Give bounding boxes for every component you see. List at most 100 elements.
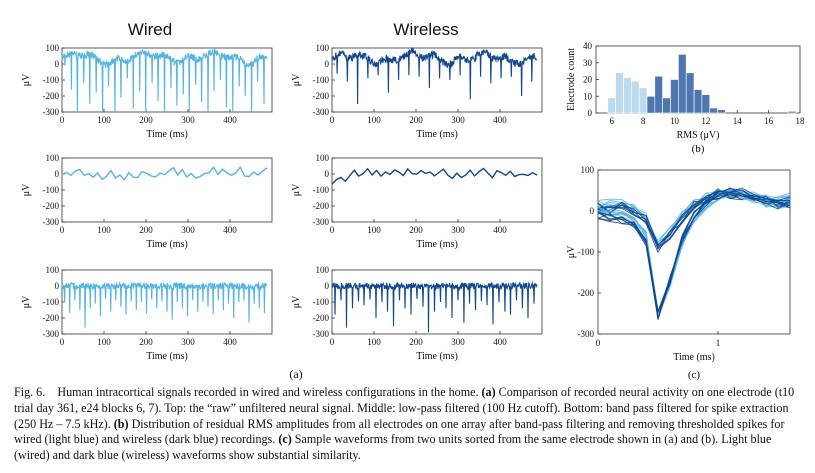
y-tick-label: 100	[581, 165, 595, 175]
x-axis-label: RMS (μV)	[677, 130, 720, 141]
y-tick-label: -200	[578, 288, 595, 298]
x-tick-label: 200	[409, 115, 423, 125]
panel-label-a: (a)	[289, 367, 302, 381]
y-tick-label: 100	[46, 153, 60, 163]
x-tick-label: 100	[97, 115, 111, 125]
caption-intro: Human intracortical signals recorded in …	[57, 385, 479, 399]
x-tick-label: 300	[181, 115, 195, 125]
y-tick-label: 30	[583, 58, 593, 68]
caption-fig-label: Fig. 6.	[14, 385, 46, 399]
x-tick-label: 200	[139, 337, 153, 347]
y-axis-label: Electrode count	[566, 48, 577, 111]
x-tick-label: 0	[60, 225, 65, 235]
y-tick-label: 20	[583, 75, 593, 85]
x-tick-label: 400	[493, 225, 507, 235]
y-tick-label: 40	[583, 41, 593, 51]
y-tick-label: -300	[313, 329, 330, 339]
caption-c-text: Sample waveforms from two units sorted f…	[14, 432, 772, 463]
histogram-bar-wired	[630, 80, 640, 114]
y-tick-label: 0	[55, 281, 60, 291]
figure-caption: Fig. 6. Human intracortical signals reco…	[14, 385, 804, 464]
x-tick-label: 100	[97, 337, 111, 347]
y-tick-label: -300	[43, 107, 60, 117]
histogram-bar-wired	[623, 77, 632, 114]
histogram-bar-wired	[607, 97, 616, 114]
waveform-wireless	[597, 187, 791, 313]
histogram-bar-wireless	[678, 54, 687, 114]
trace-wired	[61, 281, 268, 328]
y-axis-label: μV	[291, 295, 302, 308]
y-tick-label: -100	[313, 185, 330, 195]
caption-a-text: Comparison of recorded neural activity o…	[14, 385, 795, 431]
trace-wireless	[331, 167, 538, 185]
histogram-bar-wireless	[662, 97, 671, 114]
axes-frame	[331, 157, 543, 223]
x-tick-label: 200	[139, 115, 153, 125]
histogram-bar-wired	[638, 87, 648, 114]
x-axis-label: Time (ms)	[416, 351, 458, 362]
wireless-header: Wireless	[393, 20, 458, 39]
x-tick-label: 400	[493, 115, 507, 125]
y-tick-label: -100	[43, 297, 60, 307]
y-tick-label: -200	[313, 201, 330, 211]
panel-label-b: (b)	[692, 143, 705, 155]
histogram-bar-wireless	[654, 75, 663, 114]
y-tick-label: 10	[583, 91, 593, 101]
waveform-wireless	[597, 189, 791, 319]
x-tick-label: 0	[60, 115, 65, 125]
caption-a-label: (a)	[481, 385, 496, 399]
x-tick-label: 0	[330, 337, 335, 347]
histogram-bar-wireless	[685, 72, 695, 114]
x-axis-label: Time (ms)	[146, 351, 188, 362]
x-tick-label: 100	[367, 337, 381, 347]
x-tick-label: 200	[139, 225, 153, 235]
x-tick-label: 6	[609, 116, 614, 126]
x-tick-label: 300	[451, 337, 465, 347]
x-tick-label: 14	[733, 116, 743, 126]
caption-b-label: (b)	[113, 416, 129, 431]
y-tick-label: -300	[43, 329, 60, 339]
x-axis-label: Time (ms)	[146, 239, 188, 250]
x-tick-label: 10	[670, 116, 680, 126]
x-tick-label: 300	[181, 337, 195, 347]
x-tick-label: 400	[223, 337, 237, 347]
x-tick-label: 400	[223, 225, 237, 235]
x-tick-label: 18	[796, 116, 806, 126]
x-tick-label: 0	[60, 337, 65, 347]
y-tick-label: -100	[43, 75, 60, 85]
x-tick-label: 400	[223, 115, 237, 125]
x-tick-label: 300	[451, 225, 465, 235]
x-tick-label: 200	[409, 225, 423, 235]
y-tick-label: 0	[325, 169, 330, 179]
y-axis-label: μV	[291, 73, 302, 86]
x-tick-label: 100	[97, 225, 111, 235]
trace-wired	[61, 48, 268, 113]
y-axis-label: μV	[21, 295, 32, 308]
histogram-bar-wireless	[646, 96, 656, 114]
x-tick-label: 1	[716, 338, 721, 348]
y-tick-label: -100	[578, 247, 595, 257]
y-tick-label: 100	[316, 265, 330, 275]
chart-b-histogram: 0 10 20 30 40 6 8 10 12 14 16 18 RMS (μV) (b) Electrod…	[566, 41, 805, 155]
y-tick-label: 100	[316, 43, 330, 53]
x-tick-label: 300	[181, 225, 195, 235]
y-tick-label: -200	[43, 313, 60, 323]
x-tick-label: 100	[367, 115, 381, 125]
trace-wireless	[331, 281, 538, 333]
x-axis-label: Time (ms)	[416, 129, 458, 140]
panel-label-c: (c)	[688, 369, 701, 381]
histogram-bar-wireless	[693, 89, 703, 114]
y-tick-label: -300	[313, 217, 330, 227]
x-tick-label: 0	[330, 115, 335, 125]
wired-header: Wired	[128, 20, 172, 39]
y-tick-label: 0	[55, 59, 60, 69]
trace-wireless	[331, 47, 538, 105]
histogram-bar-wireless	[701, 94, 711, 114]
